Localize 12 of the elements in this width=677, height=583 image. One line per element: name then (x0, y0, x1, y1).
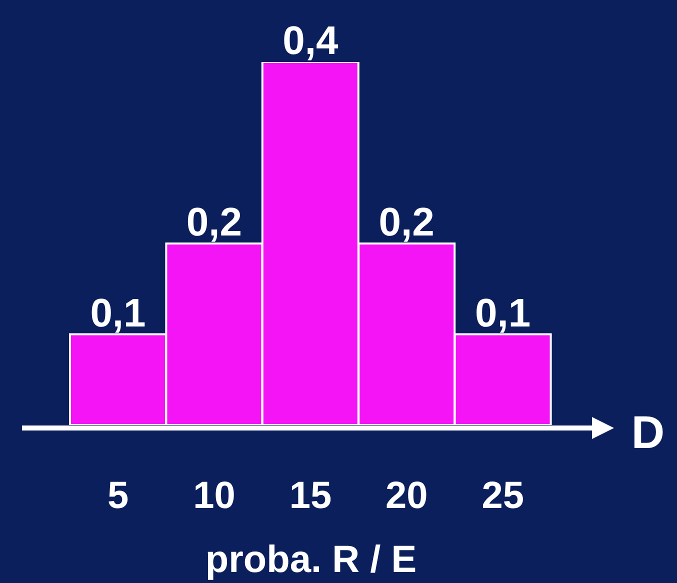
data-label: 0,2 (378, 200, 434, 244)
x-tick-label: 5 (108, 474, 129, 517)
data-label: 0,1 (474, 291, 531, 336)
data-label: 0,4 (282, 19, 339, 63)
x-tick-label: 10 (193, 474, 236, 517)
data-label: 0,2 (186, 200, 242, 244)
x-tick-label: 20 (386, 474, 428, 517)
data-label: 0,1 (90, 291, 146, 336)
x-tick-label: 25 (482, 474, 524, 517)
text: proba. R / E (205, 539, 417, 581)
x-axis-title: D (631, 406, 665, 458)
x-tick-label: 15 (289, 474, 332, 517)
